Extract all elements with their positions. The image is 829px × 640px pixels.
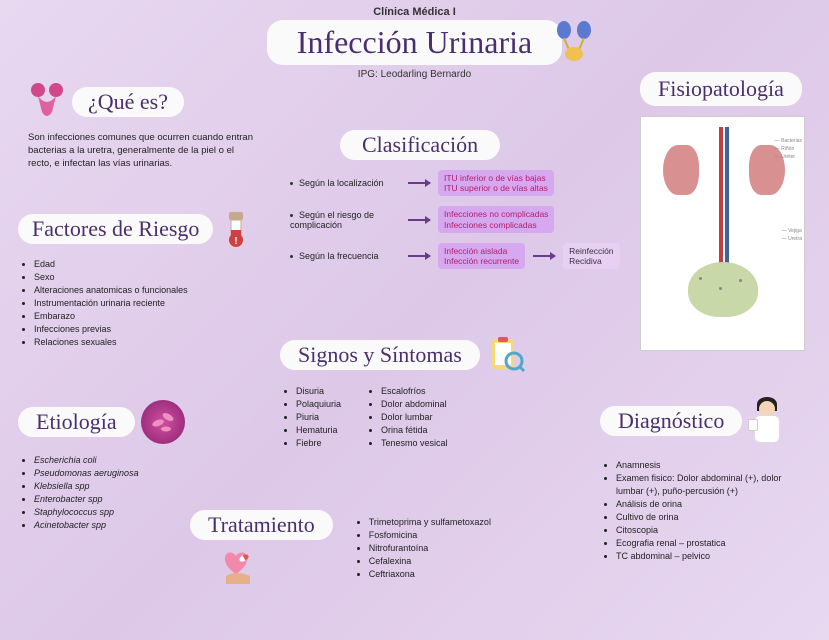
- classification-label: Según el riesgo de complicación: [290, 210, 400, 230]
- list-item: Alteraciones anatomicas o funcionales: [34, 284, 253, 297]
- classification-label: Según la frecuencia: [290, 251, 400, 261]
- list-item: Fiebre: [296, 437, 341, 450]
- que-es-title: ¿Qué es?: [72, 87, 184, 117]
- list-item: Cultivo de orina: [616, 511, 810, 524]
- list-item: Cefalexina: [369, 555, 491, 568]
- bacteria-icon: [141, 400, 185, 444]
- classification-label: Según la localización: [290, 178, 400, 188]
- list-item: Fosfomicina: [369, 529, 491, 542]
- etiologia-list: Escherichia coliPseudomonas aeruginosaKl…: [18, 454, 185, 532]
- list-item: Ecografia renal – prostatica: [616, 537, 810, 550]
- que-es-text: Son infecciones comunes que ocurren cuan…: [28, 132, 258, 170]
- arrow-icon: [408, 219, 430, 221]
- factores-title: Factores de Riesgo: [18, 214, 213, 244]
- list-item: Orina fétida: [381, 424, 448, 437]
- list-item: Infecciones previas: [34, 323, 253, 336]
- tratamiento-section: Tratamiento Trimetoprima y sulfametoxazo…: [190, 510, 491, 593]
- uterus-icon: [28, 80, 66, 124]
- classification-result: Infecciones no complicadasInfecciones co…: [438, 206, 554, 232]
- list-item: Examen fisico: Dolor abdominal (+), dolo…: [616, 472, 810, 498]
- diagnostico-section: Diagnóstico AnamnesisExamen fisico: Dolo…: [600, 395, 810, 563]
- urinary-system-icon: [550, 18, 598, 71]
- list-item: Nitrofurantoína: [369, 542, 491, 555]
- list-item: Relaciones sexuales: [34, 336, 253, 349]
- etiologia-title: Etiología: [18, 407, 135, 437]
- diagnostico-title: Diagnóstico: [600, 406, 742, 436]
- heart-hand-icon: [220, 548, 333, 593]
- nurse-icon: [746, 395, 788, 447]
- fisiopatologia-title: Fisiopatología: [640, 72, 802, 106]
- tratamiento-list: Trimetoprima y sulfametoxazolFosfomicina…: [353, 516, 491, 581]
- classification-row: Según el riesgo de complicación Infeccion…: [290, 206, 620, 232]
- tratamiento-title: Tratamiento: [190, 510, 333, 540]
- list-item: Klebsiella spp: [34, 480, 185, 493]
- list-item: Piuria: [296, 411, 341, 424]
- list-item: Tenesmo vesical: [381, 437, 448, 450]
- factores-section: Factores de Riesgo ! EdadSexoAlteracione…: [18, 210, 253, 349]
- alert-vial-icon: !: [219, 210, 253, 248]
- list-item: Análisis de orina: [616, 498, 810, 511]
- classification-result: Infección aisladaInfección recurrente: [438, 243, 525, 269]
- list-item: Dolor abdominal: [381, 398, 448, 411]
- classification-row: Según la localización ITU inferior o de v…: [290, 170, 620, 196]
- classification-sub: ReinfecciónRecidiva: [563, 243, 619, 269]
- list-item: Escherichia coli: [34, 454, 185, 467]
- list-item: Escalofríos: [381, 385, 448, 398]
- signos-list-2: EscalofríosDolor abdominalDolor lumbarOr…: [365, 385, 448, 450]
- main-title: Infección Urinaria: [267, 20, 562, 65]
- list-item: Enterobacter spp: [34, 493, 185, 506]
- clipboard-search-icon: [486, 335, 526, 375]
- list-item: Polaquiuria: [296, 398, 341, 411]
- factores-list: EdadSexoAlteraciones anatomicas o funcio…: [18, 258, 253, 349]
- arrow-icon: [408, 182, 430, 184]
- etiologia-section: Etiología Escherichia coliPseudomonas ae…: [18, 400, 185, 532]
- list-item: Instrumentación urinaria reciente: [34, 297, 253, 310]
- clasificacion-title: Clasificación: [340, 130, 500, 160]
- course-label: Clínica Médica I: [0, 6, 829, 18]
- signos-list-1: DisuriaPolaquiuriaPiuriaHematuriaFiebre: [280, 385, 341, 450]
- list-item: Anamnesis: [616, 459, 810, 472]
- svg-text:!: !: [235, 236, 238, 247]
- fisiopatologia-section: Fisiopatología — Bacterias— Riñón— Uréte…: [640, 72, 805, 351]
- que-es-section: ¿Qué es? Son infecciones comunes que ocu…: [28, 80, 258, 170]
- list-item: Trimetoprima y sulfametoxazol: [369, 516, 491, 529]
- diagnostico-list: AnamnesisExamen fisico: Dolor abdominal …: [600, 459, 810, 563]
- classification-row: Según la frecuencia Infección aisladaInfe…: [290, 243, 620, 269]
- header: Clínica Médica I Infección Urinaria IPG:…: [0, 0, 829, 80]
- list-item: Ceftriaxona: [369, 568, 491, 581]
- clasificacion-section: Clasificación Según la localización ITU i…: [290, 130, 620, 279]
- list-item: Staphylococcus spp: [34, 506, 185, 519]
- list-item: Disuria: [296, 385, 341, 398]
- list-item: Embarazo: [34, 310, 253, 323]
- arrow-icon: [408, 255, 430, 257]
- list-item: Edad: [34, 258, 253, 271]
- list-item: Acinetobacter spp: [34, 519, 185, 532]
- list-item: Hematuria: [296, 424, 341, 437]
- list-item: Sexo: [34, 271, 253, 284]
- anatomy-diagram: — Bacterias— Riñón— Uréter — Vejiga— Ure…: [640, 116, 805, 351]
- signos-title: Signos y Síntomas: [280, 340, 480, 370]
- list-item: Pseudomonas aeruginosa: [34, 467, 185, 480]
- list-item: Dolor lumbar: [381, 411, 448, 424]
- classification-result: ITU inferior o de vías bajasITU superior…: [438, 170, 554, 196]
- list-item: TC abdominal – pelvico: [616, 550, 810, 563]
- signos-section: Signos y Síntomas DisuriaPolaquiuriaPiur…: [280, 335, 526, 450]
- arrow-icon: [533, 255, 555, 257]
- list-item: Citoscopia: [616, 524, 810, 537]
